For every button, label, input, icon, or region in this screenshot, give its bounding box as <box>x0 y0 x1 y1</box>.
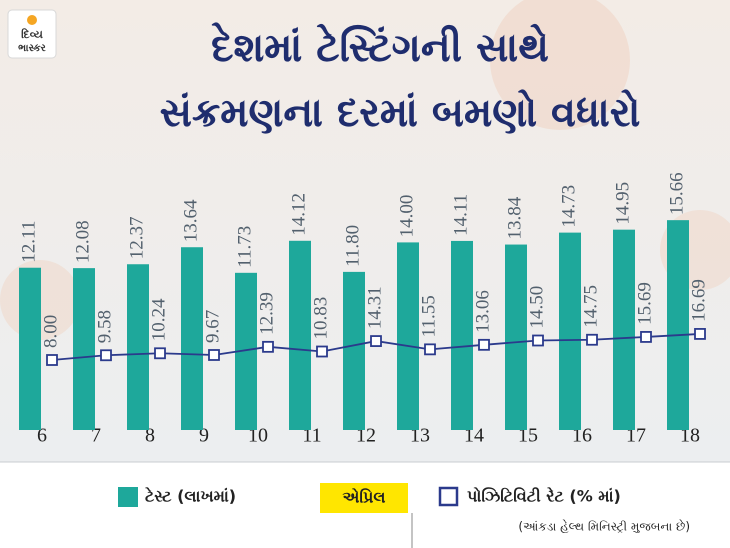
value-label: 12.11 <box>18 221 39 263</box>
x-tick-label: 18 <box>680 425 700 447</box>
value-label: 14.11 <box>450 194 471 236</box>
x-tick-label: 12 <box>356 425 376 447</box>
bar <box>181 247 203 430</box>
value-label: 9.67 <box>202 310 223 343</box>
marker <box>478 338 490 351</box>
marker <box>262 340 274 353</box>
x-tick-label: 6 <box>37 425 47 447</box>
value-label: 9.58 <box>94 310 115 343</box>
marker <box>694 328 706 340</box>
bar <box>613 229 635 430</box>
value-label: 16.69 <box>688 279 709 322</box>
value-label: 15.69 <box>634 282 655 325</box>
x-tick-label: 7 <box>91 425 101 447</box>
x-axis-label: એપ્રિલ <box>343 487 386 507</box>
x-tick-label: 9 <box>199 425 209 447</box>
legend-swatch <box>118 487 138 507</box>
x-tick-label: 17 <box>626 425 646 447</box>
value-label: 10.83 <box>310 297 331 340</box>
x-tick-label: 14 <box>464 425 484 447</box>
chart-title: સંક્રમણના દરમાં બમણો વધારો <box>160 89 641 136</box>
value-label: 14.00 <box>396 195 417 238</box>
logo-text: ભાસ્કર <box>18 43 46 54</box>
bar <box>397 242 419 430</box>
value-label: 12.08 <box>72 220 93 263</box>
x-tick-label: 8 <box>145 425 155 447</box>
marker <box>46 354 58 366</box>
x-tick-label: 13 <box>410 425 430 447</box>
legend-swatch <box>438 486 459 507</box>
bar <box>505 244 527 430</box>
value-label: 11.55 <box>418 295 439 337</box>
value-label: 11.73 <box>234 226 255 268</box>
x-tick-label: 10 <box>248 425 268 447</box>
value-label: 14.50 <box>526 286 547 329</box>
value-label: 15.66 <box>666 172 687 215</box>
bar <box>127 264 149 430</box>
bar <box>451 240 473 430</box>
value-label: 10.24 <box>148 298 169 341</box>
logo-text: દિવ્ય <box>21 27 43 41</box>
value-label: 11.80 <box>342 225 363 267</box>
value-label: 14.75 <box>580 285 601 328</box>
bar <box>289 240 311 430</box>
bar <box>73 268 95 430</box>
x-tick-label: 11 <box>302 425 321 447</box>
note: (આંકડા હેલ્થ મિનિસ્ટ્રી મુજબના છે) <box>518 519 690 533</box>
value-label: 12.37 <box>126 216 147 259</box>
marker <box>532 334 544 347</box>
value-label: 13.06 <box>472 290 493 333</box>
marker <box>100 349 112 362</box>
logo-box <box>7 9 57 59</box>
value-label: 14.95 <box>612 182 633 225</box>
value-label: 14.31 <box>364 286 385 329</box>
marker <box>208 349 220 361</box>
bar <box>559 232 581 430</box>
value-label: 12.39 <box>256 292 277 335</box>
logo-sun <box>27 15 37 25</box>
marker <box>370 335 382 347</box>
marker <box>424 343 436 356</box>
value-label: 13.64 <box>180 199 201 242</box>
xlabel-box <box>320 483 408 513</box>
x-tick-label: 15 <box>518 425 538 447</box>
value-label: 14.73 <box>558 185 579 228</box>
legend-label: પોઝિટિવિટી રેટ (% માં) <box>467 485 621 505</box>
marker <box>640 331 652 343</box>
bar <box>343 271 365 430</box>
marker <box>586 333 598 346</box>
marker <box>154 347 166 360</box>
bar <box>235 272 257 430</box>
marker <box>316 345 328 358</box>
x-tick-label: 16 <box>572 425 592 447</box>
value-label: 13.84 <box>504 196 525 239</box>
value-label: 8.00 <box>40 315 61 348</box>
chart-title: દેશમાં ટેસ્ટિંગની સાથે <box>211 22 549 71</box>
bar <box>667 220 689 430</box>
bar <box>19 267 41 430</box>
legend-label: ટેસ્ટ (લાખમાં) <box>144 485 236 505</box>
value-label: 14.12 <box>288 193 309 236</box>
decoration <box>490 0 630 130</box>
